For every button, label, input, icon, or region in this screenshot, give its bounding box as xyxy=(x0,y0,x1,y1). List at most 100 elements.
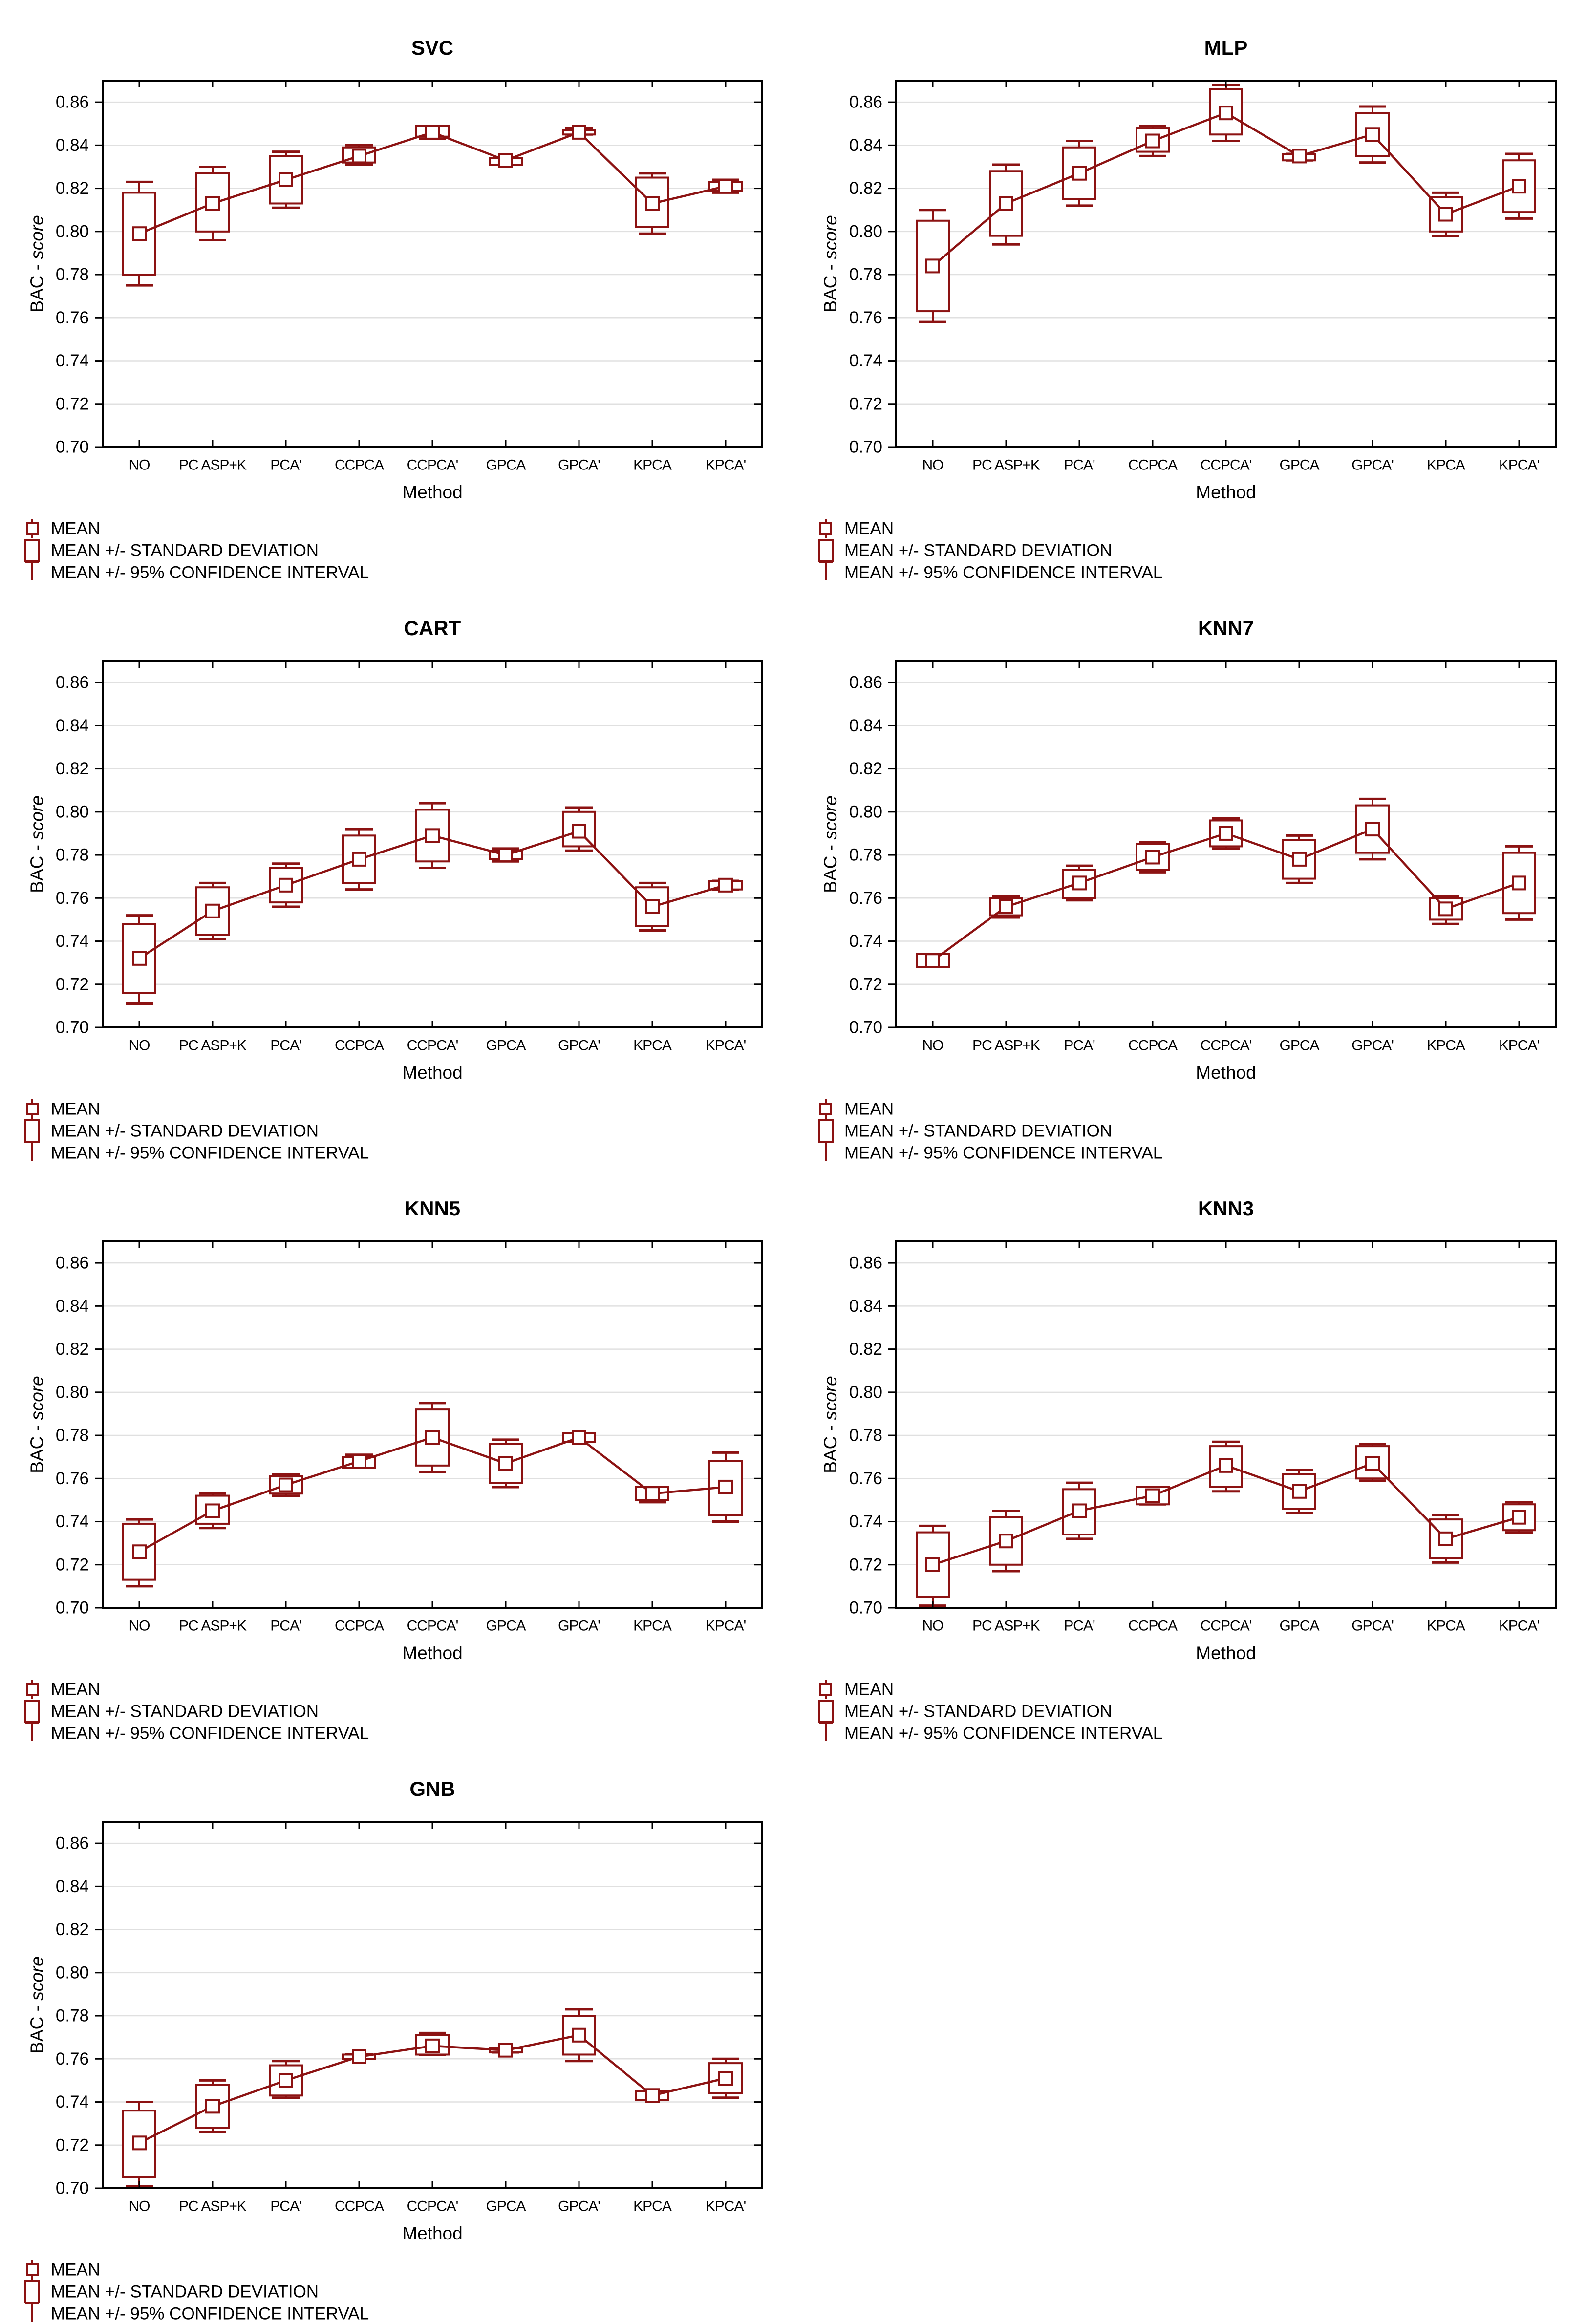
x-tick-label: KPCA xyxy=(633,1038,672,1054)
legend-label: MEAN +/- STANDARD DEVIATION xyxy=(51,2282,319,2302)
y-tick-label: 0.82 xyxy=(849,1340,882,1359)
stddev-box-icon xyxy=(24,539,40,562)
y-tick-label: 0.78 xyxy=(56,846,89,865)
mean-marker xyxy=(572,125,586,140)
x-tick-label: GPCA xyxy=(1279,1038,1319,1054)
legend-label: MEAN xyxy=(844,1100,894,1119)
mean-marker xyxy=(1145,133,1160,149)
y-tick-label: 0.76 xyxy=(56,308,89,327)
legend: MEAN MEAN +/- STANDARD DEVIATION MEAN +/- … xyxy=(818,1099,1162,1165)
chart-title: KNN5 xyxy=(405,1197,460,1220)
mean-marker xyxy=(1292,1484,1307,1499)
x-tick-label: KPCA xyxy=(1427,1038,1465,1054)
mean-square-icon xyxy=(26,1680,39,1699)
chart-block-svc: SVC 0.70 0.72 0.74 0.76 0.78 0.80 0.82 0.84 0.86 N… xyxy=(0,0,794,584)
legend-label: MEAN xyxy=(51,1680,100,1699)
y-tick-label: 0.70 xyxy=(849,1018,882,1037)
x-tick-label: GPCA xyxy=(486,1038,526,1054)
mean-marker xyxy=(645,196,660,211)
glyph-box xyxy=(24,539,40,562)
x-tick-label: CCPCA xyxy=(335,2198,384,2215)
x-tick-label: PCA' xyxy=(270,457,301,473)
legend: MEAN MEAN +/- STANDARD DEVIATION MEAN +/- … xyxy=(24,1099,369,1165)
chart-title: KNN7 xyxy=(1198,617,1254,640)
y-tick-label: 0.82 xyxy=(849,179,882,198)
x-tick-label: PC ASP+K xyxy=(179,1038,247,1054)
x-tick-label: CCPCA' xyxy=(1201,1618,1252,1634)
mean-marker xyxy=(132,951,147,966)
y-tick-label: 0.74 xyxy=(849,932,882,951)
mean-marker xyxy=(1512,1510,1526,1525)
x-tick-label: KPCA' xyxy=(706,1618,746,1634)
ci-whisker-icon xyxy=(819,1722,833,1745)
gridlines xyxy=(896,101,1556,405)
mean-marker xyxy=(1072,875,1087,891)
y-axis: 0.70 0.72 0.74 0.76 0.78 0.80 0.82 0.84 0.86 xyxy=(56,1834,762,2198)
mean-marker xyxy=(1512,875,1526,891)
mean-marker xyxy=(498,153,513,168)
mean-marker xyxy=(1219,106,1233,121)
y-tick-label: 0.84 xyxy=(56,136,89,155)
mean-marker xyxy=(279,172,293,187)
x-tick-label: CCPCA xyxy=(335,1618,384,1634)
mean-marker xyxy=(205,196,220,211)
glyph-square xyxy=(26,1683,39,1696)
x-tick-label: CCPCA xyxy=(335,1038,384,1054)
legend-label: MEAN xyxy=(51,519,100,538)
mean-marker xyxy=(1438,1531,1453,1546)
glyph-box xyxy=(818,539,834,562)
stddev-box xyxy=(489,1443,523,1484)
x-tick-label: PCA' xyxy=(270,1038,301,1054)
x-tick-label: GPCA' xyxy=(1351,457,1394,473)
x-axis-title: Method xyxy=(402,1063,462,1083)
chart-svg-mlp: MLP 0.70 0.72 0.74 0.76 0.78 0.80 0.82 0.84 0.86 N… xyxy=(818,36,1557,584)
x-tick-label: GPCA xyxy=(486,457,526,473)
mean-marker xyxy=(1438,207,1453,222)
y-axis-title: BAC - score xyxy=(820,215,840,312)
mean-marker xyxy=(718,877,733,893)
y-tick-label: 0.78 xyxy=(849,1426,882,1445)
y-tick-label: 0.84 xyxy=(849,716,882,735)
y-tick-label: 0.78 xyxy=(56,2006,89,2026)
y-tick-label: 0.72 xyxy=(56,1555,89,1574)
mean-marker xyxy=(132,226,147,241)
y-tick-label: 0.74 xyxy=(56,1512,89,1531)
x-axis: NO PC ASP+K PCA' CCPCA CCPCA' GPCA GPCA' KPCA KP… xyxy=(129,81,746,473)
mean-markers xyxy=(925,1456,1526,1572)
x-axis: NO PC ASP+K PCA' CCPCA CCPCA' GPCA GPCA' KPCA KP… xyxy=(129,661,746,1054)
legend-label: MEAN +/- 95% CONFIDENCE INTERVAL xyxy=(51,1144,369,1161)
mean-marker xyxy=(352,852,366,867)
mean-square-icon xyxy=(819,1680,832,1699)
x-tick-label: KPCA xyxy=(633,457,672,473)
mean-marker xyxy=(425,125,440,140)
y-tick-label: 0.76 xyxy=(56,889,89,908)
mean-marker xyxy=(132,1544,147,1559)
mean-marker xyxy=(645,2088,660,2103)
x-tick-label: NO xyxy=(922,457,944,473)
y-tick-label: 0.70 xyxy=(849,438,882,457)
y-tick-label: 0.78 xyxy=(56,265,89,284)
mean-markers xyxy=(925,106,1526,274)
y-tick-label: 0.76 xyxy=(849,1469,882,1488)
mean-marker xyxy=(1219,826,1233,841)
y-tick-label: 0.86 xyxy=(56,93,89,112)
y-tick-label: 0.80 xyxy=(56,222,89,241)
x-tick-label: GPCA' xyxy=(558,1038,600,1054)
legend: MEAN MEAN +/- STANDARD DEVIATION MEAN +/- … xyxy=(818,1680,1162,1745)
y-tick-label: 0.74 xyxy=(849,1512,882,1531)
x-axis-title: Method xyxy=(402,2223,462,2243)
mean-marker xyxy=(1365,127,1380,142)
chart-block-mlp: MLP 0.70 0.72 0.74 0.76 0.78 0.80 0.82 0.84 0.86 N… xyxy=(794,0,1587,584)
y-tick-label: 0.84 xyxy=(56,1297,89,1316)
mean-marker xyxy=(425,828,440,843)
mean-square-icon xyxy=(26,519,39,538)
y-tick-label: 0.74 xyxy=(56,2092,89,2111)
mean-marker xyxy=(645,1486,660,1501)
chart-title: MLP xyxy=(1204,36,1248,59)
x-tick-label: GPCA xyxy=(486,2198,526,2215)
y-tick-label: 0.86 xyxy=(849,93,882,112)
legend-label: MEAN +/- 95% CONFIDENCE INTERVAL xyxy=(844,563,1162,581)
mean-marker xyxy=(1072,1503,1087,1518)
mean-marker xyxy=(1365,822,1380,837)
mean-markers xyxy=(132,2027,733,2151)
